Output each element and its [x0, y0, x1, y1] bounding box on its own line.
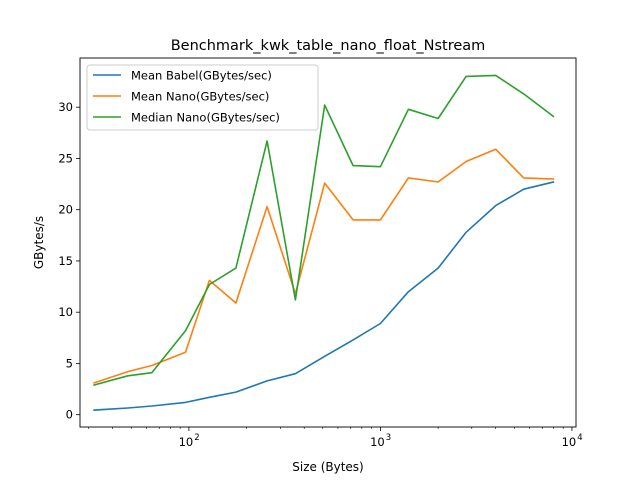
y-tick-label-2: 10	[58, 305, 73, 319]
x-tick-label-1: 10	[370, 435, 385, 449]
x-axis-label: Size (Bytes)	[292, 460, 363, 474]
y-tick-label-4: 20	[58, 203, 73, 217]
legend: Mean Babel(GBytes/sec) Mean Nano(GBytes/s…	[86, 64, 319, 131]
series-line-1	[93, 148, 555, 384]
x-tick-label-exp-0: 2	[194, 433, 199, 443]
y-axis: 0 5 10 15 20 25 30	[58, 100, 80, 422]
y-tick-label-6: 30	[58, 100, 73, 114]
legend-label-1: Mean Nano(GBytes/sec)	[131, 90, 269, 104]
x-tick-label-exp-2: 4	[577, 433, 582, 443]
series-line-0	[93, 181, 555, 411]
y-tick-label-1: 5	[66, 356, 73, 370]
legend-label-0: Mean Babel(GBytes/sec)	[131, 69, 272, 83]
x-tick-label-0: 10	[179, 435, 194, 449]
axes-frame	[79, 57, 577, 428]
legend-box	[86, 64, 319, 131]
legend-label-2: Median Nano(GBytes/sec)	[131, 111, 280, 125]
y-tick-label-3: 15	[58, 254, 73, 268]
series-layer	[93, 74, 555, 411]
x-axis: 10 2 10 3 10 4	[88, 427, 583, 449]
series-line-2	[93, 74, 555, 386]
x-tick-label-2: 10	[562, 435, 577, 449]
x-tick-label-exp-1: 3	[386, 433, 391, 443]
chart-title: Benchmark_kwk_table_nano_float_Nstream	[171, 38, 486, 54]
y-axis-label: GBytes/s	[32, 216, 46, 269]
y-tick-label-5: 25	[58, 151, 73, 165]
y-tick-label-0: 0	[66, 408, 73, 422]
